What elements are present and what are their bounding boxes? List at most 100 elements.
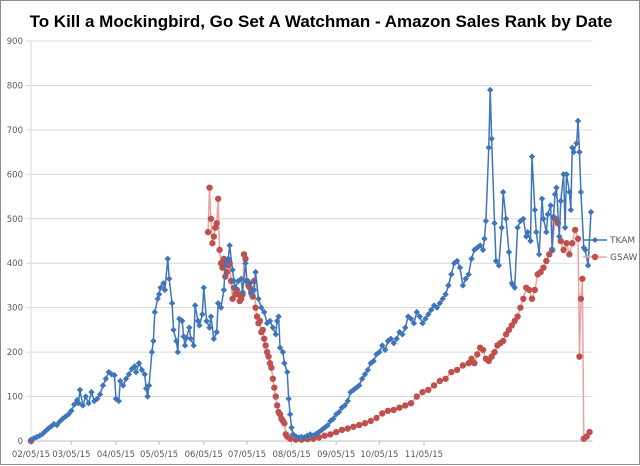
data-point-tkam — [132, 368, 140, 376]
y-tick-label: 100 — [7, 393, 23, 403]
data-point-tkam — [551, 191, 559, 198]
data-point-gsaw — [373, 414, 380, 422]
y-tick-label: 500 — [7, 215, 23, 225]
data-point-tkam — [419, 320, 426, 327]
data-point-tkam — [173, 337, 180, 345]
data-point-tkam — [570, 148, 577, 156]
data-point-tkam — [88, 388, 95, 396]
data-point-tkam — [183, 334, 190, 342]
data-point-gsaw — [344, 425, 351, 432]
data-point-tkam — [468, 255, 475, 262]
data-point-tkam — [582, 246, 589, 254]
x-tick-label: 03/05/15 — [52, 450, 90, 460]
data-point-tkam — [199, 311, 206, 318]
data-point-gsaw — [566, 251, 573, 258]
data-point-tkam — [584, 262, 592, 269]
data-point-gsaw — [407, 400, 415, 407]
data-point-gsaw — [499, 337, 507, 345]
data-point-gsaw — [281, 420, 288, 427]
data-point-tkam — [427, 306, 435, 314]
data-point-tkam — [448, 271, 455, 278]
data-point-tkam — [102, 375, 110, 382]
data-point-tkam — [115, 397, 123, 405]
data-point-tkam — [275, 313, 282, 320]
series-gsaw — [27, 184, 593, 445]
data-point-tkam — [229, 266, 236, 274]
data-point-gsaw — [327, 431, 334, 438]
data-point-tkam — [488, 135, 495, 142]
data-point-tkam — [252, 268, 259, 276]
data-point-tkam — [514, 224, 521, 231]
plot-area — [27, 86, 595, 445]
data-point-tkam — [563, 171, 570, 178]
data-point-tkam — [324, 422, 331, 429]
data-point-tkam — [569, 144, 576, 151]
data-point-tkam — [476, 242, 484, 249]
data-point-gsaw — [576, 353, 583, 360]
data-point-gsaw — [459, 362, 467, 369]
data-point-tkam — [442, 291, 449, 298]
data-point-tkam — [436, 300, 444, 307]
data-point-tkam — [491, 220, 498, 227]
data-point-tkam — [276, 344, 284, 351]
data-point-tkam — [222, 260, 229, 267]
y-tick-label: 0 — [18, 437, 23, 447]
legend-label-gsaw: GSAW — [610, 253, 638, 263]
data-point-tkam — [492, 257, 500, 265]
data-point-gsaw — [528, 295, 536, 302]
data-point-tkam — [533, 228, 540, 236]
x-tick-label: 09/05/15 — [317, 450, 355, 460]
data-point-tkam — [82, 393, 89, 400]
data-point-tkam — [567, 206, 575, 214]
data-point-tkam — [186, 324, 193, 331]
data-point-gsaw — [361, 420, 369, 427]
data-point-tkam — [399, 331, 406, 338]
data-point-tkam — [439, 295, 446, 302]
x-tick-label: 04/05/15 — [97, 450, 135, 460]
data-point-tkam — [122, 375, 130, 382]
data-point-tkam — [65, 411, 72, 418]
data-point-tkam — [161, 286, 169, 294]
data-point-gsaw — [269, 375, 277, 382]
data-point-tkam — [269, 324, 277, 331]
data-point-tkam — [258, 304, 265, 311]
data-point-tkam — [482, 217, 490, 225]
data-point-gsaw — [262, 342, 269, 349]
data-point-gsaw — [356, 421, 363, 429]
gridlines — [26, 40, 593, 442]
data-point-gsaw — [471, 360, 478, 367]
data-point-tkam — [285, 395, 292, 402]
data-point-tkam — [76, 386, 84, 394]
data-point-gsaw — [242, 255, 249, 262]
data-point-tkam — [459, 282, 467, 289]
data-point-tkam — [358, 375, 366, 382]
data-point-tkam — [510, 282, 517, 289]
data-point-tkam — [462, 275, 469, 282]
legend: TKAM GSAW — [583, 236, 638, 263]
data-point-tkam — [456, 264, 464, 271]
data-point-tkam — [230, 277, 238, 285]
data-point-gsaw — [514, 313, 521, 320]
data-point-tkam — [190, 342, 197, 349]
data-point-tkam — [527, 237, 534, 245]
data-point-gsaw — [259, 326, 266, 334]
data-point-tkam — [157, 284, 164, 291]
chart-title: To Kill a Mockingbird, Go Set A Watchman… — [30, 12, 613, 31]
data-point-gsaw — [453, 366, 461, 374]
data-point-tkam — [196, 322, 203, 329]
data-point-tkam — [495, 262, 503, 269]
data-point-tkam — [226, 242, 233, 249]
data-point-tkam — [370, 357, 377, 365]
data-point-gsaw — [419, 388, 426, 396]
data-point-tkam — [505, 248, 513, 256]
data-point-tkam — [168, 300, 176, 307]
data-point-tkam — [79, 402, 87, 409]
data-point-tkam — [498, 224, 505, 231]
data-point-tkam — [580, 244, 587, 251]
data-point-gsaw — [543, 257, 550, 265]
data-point-tkam — [117, 377, 124, 385]
data-point-gsaw — [396, 404, 403, 411]
data-point-tkam — [407, 315, 415, 322]
data-point-gsaw — [321, 432, 328, 439]
